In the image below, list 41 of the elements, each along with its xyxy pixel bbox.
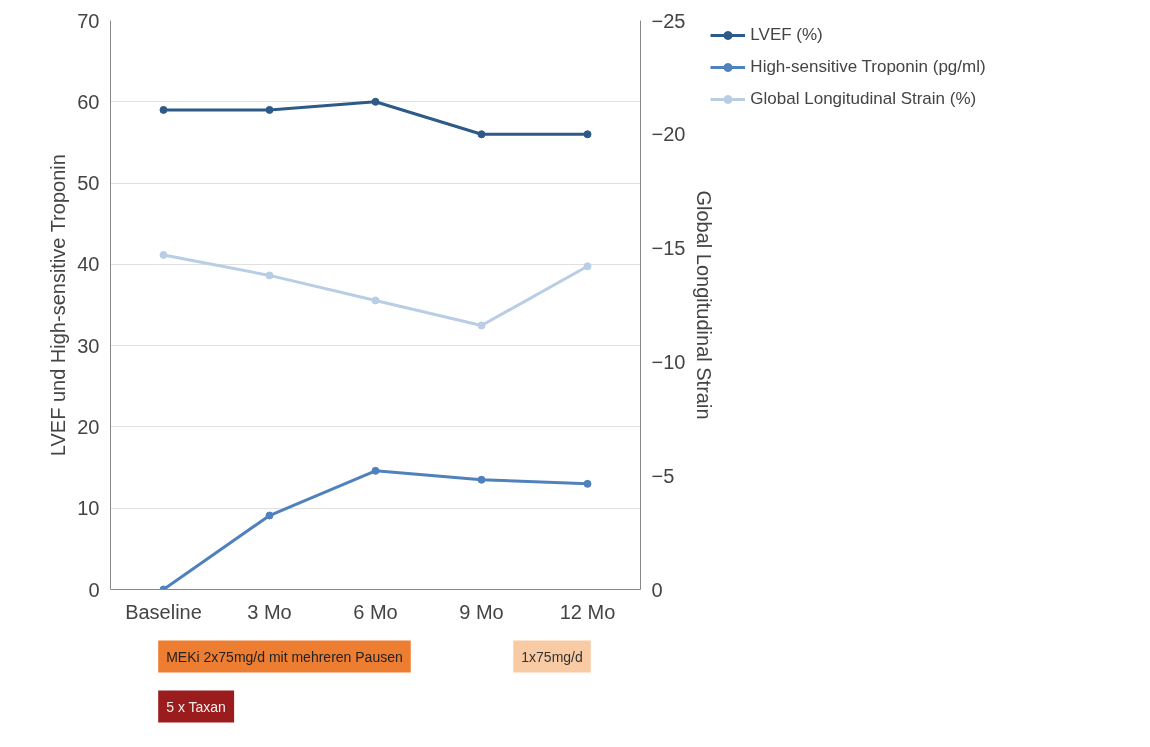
y2-axis-title: Global Longitudinal Strain — [693, 190, 716, 420]
y-tick-label: 60 — [77, 90, 100, 113]
text: 1x75mg/d — [521, 648, 583, 665]
x-tick-label: Baseline — [125, 600, 202, 623]
point — [159, 105, 168, 114]
point — [265, 511, 274, 520]
x-tick-label: 9 Mo — [459, 600, 504, 623]
legend-label: High-sensitive Troponin (pg/ml) — [750, 57, 986, 77]
point — [477, 321, 486, 330]
point — [265, 105, 274, 114]
x-tick-label: 3 Mo — [247, 600, 292, 623]
point — [159, 250, 168, 259]
y-tick-label: 10 — [77, 497, 100, 520]
point — [265, 271, 274, 280]
y2-tick-label: −5 — [651, 464, 675, 487]
x-tick-label: 6 Mo — [353, 600, 398, 623]
point — [371, 97, 380, 106]
point — [583, 479, 592, 488]
y2-tick-label: −15 — [651, 237, 686, 260]
point — [477, 130, 486, 139]
y-tick-label: 40 — [77, 253, 100, 276]
y2-tick-label: −25 — [651, 9, 686, 32]
y-tick-label: 50 — [77, 172, 100, 195]
text: 5 x Taxan — [166, 698, 226, 715]
x-tick-label: 12 Mo — [559, 600, 616, 623]
y2-tick-label: −10 — [651, 350, 686, 373]
point — [583, 262, 592, 271]
y-tick-label: 30 — [77, 334, 100, 357]
point — [371, 466, 380, 475]
point — [371, 296, 380, 305]
text: MEKi 2x75mg/d mit mehreren Pausen — [166, 648, 403, 665]
y2-tick-label: −20 — [651, 123, 686, 146]
point — [477, 475, 486, 484]
y-tick-label: 0 — [88, 578, 100, 601]
legend-label: Global Longitudinal Strain (%) — [750, 89, 977, 109]
point — [583, 130, 592, 139]
y2-tick-label: 0 — [651, 578, 663, 601]
y-tick-label: 70 — [77, 9, 100, 32]
legend-label: LVEF (%) — [750, 25, 823, 45]
y-axis-title: LVEF und High-sensitive Troponin — [47, 154, 70, 457]
y-tick-label: 20 — [77, 415, 100, 438]
